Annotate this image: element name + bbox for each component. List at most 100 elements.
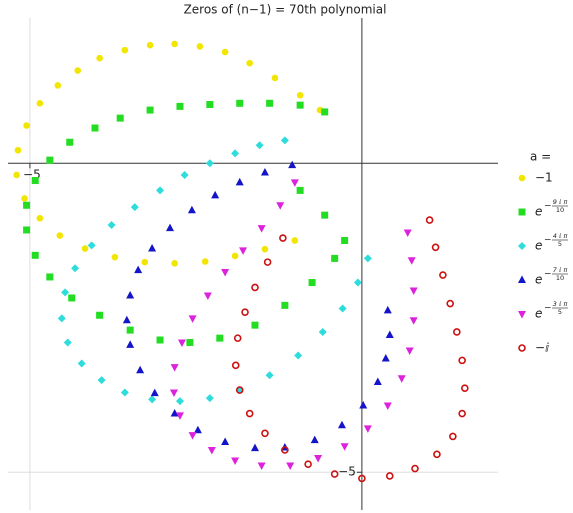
legend-exponent-num: 7 ⅈ π	[553, 266, 568, 274]
point	[221, 269, 230, 277]
point	[233, 334, 242, 342]
point	[385, 330, 394, 339]
point	[261, 245, 269, 253]
point	[171, 40, 178, 48]
point	[46, 156, 54, 164]
point	[330, 470, 339, 478]
point	[397, 375, 406, 383]
point	[61, 288, 70, 297]
point	[126, 326, 134, 334]
point	[461, 384, 469, 392]
point	[146, 41, 154, 49]
point	[458, 409, 466, 418]
point	[458, 356, 466, 365]
point	[134, 265, 143, 274]
point	[281, 301, 289, 309]
point	[383, 305, 392, 314]
point	[156, 186, 165, 195]
legend-exponent-sign: −	[544, 270, 552, 280]
point	[176, 102, 184, 110]
point	[206, 101, 214, 109]
point	[126, 340, 135, 348]
point	[308, 279, 316, 287]
point	[74, 67, 82, 74]
point	[46, 273, 54, 281]
point	[13, 171, 20, 179]
point	[187, 205, 196, 214]
point	[235, 386, 244, 394]
legend-marker	[518, 242, 526, 250]
point	[286, 462, 295, 470]
point	[245, 409, 254, 418]
point	[291, 237, 299, 244]
point	[266, 99, 274, 107]
point	[288, 160, 297, 169]
point	[193, 425, 202, 434]
point	[177, 339, 186, 347]
point	[411, 464, 419, 473]
point	[314, 455, 323, 463]
point	[175, 412, 184, 420]
legend-marker	[518, 208, 526, 216]
legend-label: −1	[535, 171, 553, 185]
point	[21, 195, 28, 202]
point	[231, 361, 240, 370]
point	[216, 334, 224, 342]
point	[148, 395, 157, 404]
point	[196, 43, 204, 50]
point	[31, 251, 39, 259]
point	[446, 299, 454, 308]
point	[271, 74, 279, 82]
point	[405, 347, 414, 355]
point	[188, 315, 197, 323]
point	[279, 234, 287, 242]
point	[231, 457, 240, 466]
point	[281, 446, 289, 454]
legend-exponent-num: 4 ⅈ π	[553, 232, 568, 240]
point	[126, 290, 135, 299]
point	[290, 179, 299, 187]
legend-exponent-den: 5	[558, 308, 562, 316]
point	[31, 177, 39, 185]
point	[148, 244, 157, 252]
point	[433, 450, 441, 459]
point	[166, 223, 175, 232]
point	[36, 99, 44, 107]
point	[116, 114, 124, 122]
point	[409, 317, 418, 325]
point	[136, 365, 145, 374]
point	[257, 462, 266, 470]
point	[296, 91, 304, 99]
legend-marker	[518, 275, 526, 283]
legend-exponent-den: 5	[558, 240, 562, 248]
point	[171, 260, 178, 267]
point	[439, 271, 447, 279]
point	[353, 278, 362, 287]
point	[97, 376, 106, 385]
point	[276, 202, 285, 210]
point	[87, 241, 96, 250]
point	[211, 190, 220, 199]
legend-label: −ⅈ	[535, 341, 549, 355]
point	[63, 338, 72, 347]
point	[425, 216, 434, 224]
point	[338, 304, 347, 313]
point	[403, 229, 412, 237]
point	[36, 214, 44, 222]
legend-label: e	[535, 307, 542, 321]
point	[180, 170, 189, 179]
point	[146, 106, 154, 114]
point	[340, 443, 349, 451]
point	[359, 400, 368, 409]
point	[265, 371, 274, 380]
legend-exponent-sign: −	[544, 202, 552, 212]
point	[205, 159, 214, 168]
point	[188, 432, 197, 440]
point	[261, 429, 269, 438]
point	[122, 315, 131, 324]
point	[341, 236, 349, 244]
point	[251, 283, 259, 292]
point	[81, 245, 89, 252]
point	[231, 149, 240, 158]
point	[150, 388, 159, 397]
